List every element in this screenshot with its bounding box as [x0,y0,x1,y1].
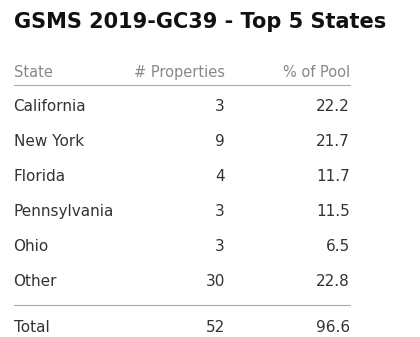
Text: GSMS 2019-GC39 - Top 5 States: GSMS 2019-GC39 - Top 5 States [13,12,386,32]
Text: State: State [13,65,52,80]
Text: # Properties: # Properties [134,65,225,80]
Text: 30: 30 [205,274,225,288]
Text: 9: 9 [215,134,225,149]
Text: 22.2: 22.2 [316,99,350,114]
Text: Pennsylvania: Pennsylvania [13,204,114,219]
Text: % of Pool: % of Pool [283,65,350,80]
Text: 4: 4 [215,169,225,184]
Text: 3: 3 [215,204,225,219]
Text: New York: New York [13,134,84,149]
Text: Total: Total [13,320,49,335]
Text: 3: 3 [215,99,225,114]
Text: 96.6: 96.6 [316,320,350,335]
Text: 52: 52 [205,320,225,335]
Text: 3: 3 [215,239,225,254]
Text: Florida: Florida [13,169,66,184]
Text: Ohio: Ohio [13,239,49,254]
Text: California: California [13,99,86,114]
Text: 22.8: 22.8 [316,274,350,288]
Text: 6.5: 6.5 [326,239,350,254]
Text: 11.7: 11.7 [316,169,350,184]
Text: 21.7: 21.7 [316,134,350,149]
Text: Other: Other [13,274,57,288]
Text: 11.5: 11.5 [316,204,350,219]
